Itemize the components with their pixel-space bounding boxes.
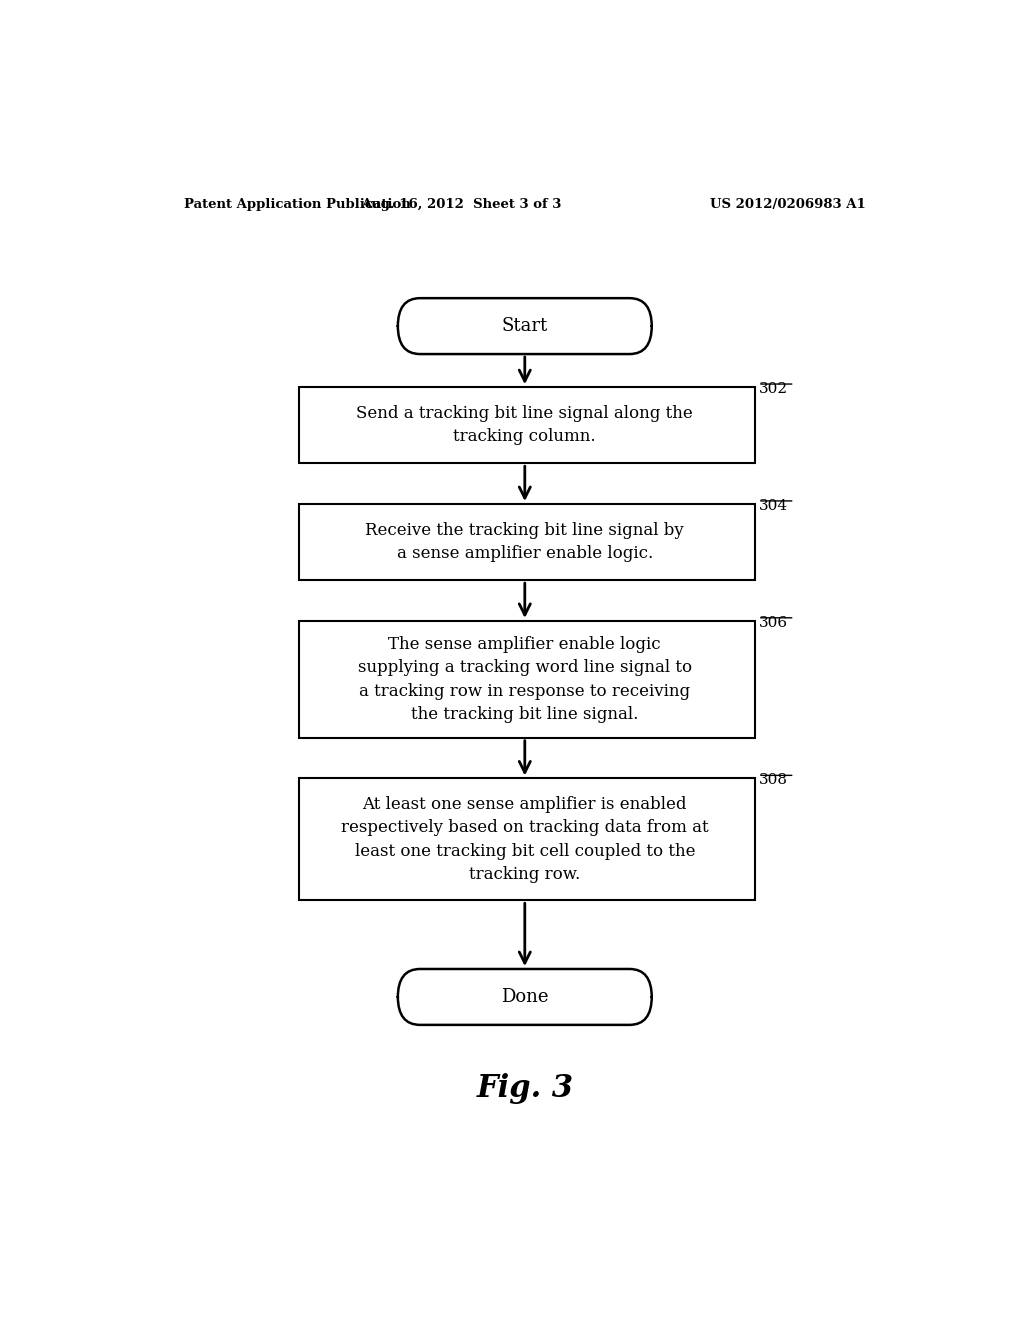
Text: US 2012/0206983 A1: US 2012/0206983 A1 xyxy=(711,198,866,211)
Text: 308: 308 xyxy=(759,774,787,787)
Text: Fig. 3: Fig. 3 xyxy=(476,1073,573,1104)
Bar xyxy=(299,387,755,463)
Text: Receive the tracking bit line signal by
a sense amplifier enable logic.: Receive the tracking bit line signal by … xyxy=(366,521,684,562)
Text: 302: 302 xyxy=(759,381,788,396)
Bar xyxy=(299,504,755,581)
Text: Aug. 16, 2012  Sheet 3 of 3: Aug. 16, 2012 Sheet 3 of 3 xyxy=(361,198,561,211)
Text: Start: Start xyxy=(502,317,548,335)
Bar xyxy=(299,779,755,900)
Text: The sense amplifier enable logic
supplying a tracking word line signal to
a trac: The sense amplifier enable logic supplyi… xyxy=(357,635,692,723)
Text: Patent Application Publication: Patent Application Publication xyxy=(183,198,411,211)
FancyBboxPatch shape xyxy=(397,969,651,1024)
Text: At least one sense amplifier is enabled
respectively based on tracking data from: At least one sense amplifier is enabled … xyxy=(341,796,709,883)
Bar xyxy=(299,620,755,738)
Text: Send a tracking bit line signal along the
tracking column.: Send a tracking bit line signal along th… xyxy=(356,405,693,445)
FancyBboxPatch shape xyxy=(397,298,651,354)
Text: 304: 304 xyxy=(759,499,788,513)
Text: Done: Done xyxy=(501,987,549,1006)
Text: 306: 306 xyxy=(759,615,788,630)
